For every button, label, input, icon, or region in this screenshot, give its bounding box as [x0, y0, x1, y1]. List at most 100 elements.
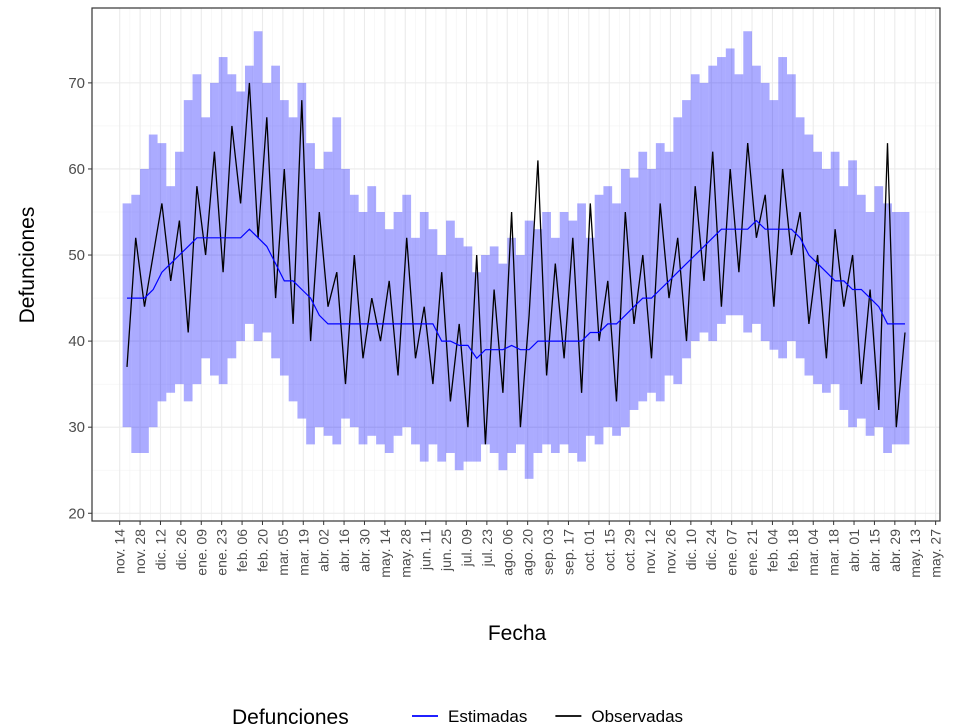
ribbon-segment: [175, 151, 184, 385]
ribbon-segment: [122, 203, 132, 428]
series-line: [126, 82, 906, 445]
ribbon-segment: [498, 263, 508, 471]
ribbon-segment: [428, 229, 438, 445]
x-tick-label: nov. 26: [662, 529, 678, 574]
ribbon-segment: [349, 194, 359, 428]
ribbon-segment: [743, 31, 753, 333]
y-tick-label: 20: [68, 505, 85, 522]
ribbon-segment: [612, 203, 621, 436]
ribbon-segment: [244, 65, 254, 324]
x-tick-label: ene. 07: [724, 529, 740, 576]
ribbon-segment: [542, 211, 551, 445]
legend-label: Observadas: [591, 707, 683, 726]
ribbon-segment: [839, 186, 849, 410]
ribbon-segment: [384, 229, 394, 454]
ribbon-segment: [297, 82, 307, 419]
x-tick-label: feb. 18: [785, 529, 801, 572]
x-axis-title: Fecha: [488, 622, 547, 645]
x-tick-label: dic. 26: [173, 529, 189, 570]
ribbon-segment: [734, 74, 744, 316]
x-tick-label: jun. 11: [418, 529, 434, 571]
x-tick-label: mar. 05: [275, 529, 291, 576]
x-tick-label: ago. 06: [499, 529, 515, 576]
ribbon-segment: [341, 168, 350, 419]
ribbon-segment: [594, 194, 604, 445]
x-tick-label: oct. 15: [601, 529, 617, 571]
ribbon-segment: [472, 272, 482, 462]
ribbon-segment: [778, 57, 788, 359]
ribbon-segment: [306, 143, 315, 445]
x-tick-label: ago. 20: [520, 529, 536, 576]
ribbon-segment: [437, 255, 447, 462]
ribbon-segment: [550, 237, 560, 454]
ribbon-segment: [402, 194, 412, 428]
ribbon-segment: [787, 74, 796, 342]
x-tick-label: mar. 19: [295, 529, 311, 576]
ribbon-segment: [192, 74, 202, 385]
x-tick-label: abr. 01: [846, 529, 862, 572]
ribbon-segment: [140, 168, 149, 454]
ribbon-segment: [647, 168, 656, 393]
ribbon-segment: [699, 82, 709, 333]
y-axis-title: Defunciones: [16, 207, 39, 324]
ribbon-segment: [848, 160, 857, 428]
x-tick-label: abr. 30: [356, 529, 372, 572]
ribbon-segment: [314, 168, 324, 428]
x-tick-label: mar. 18: [826, 529, 842, 576]
plot-background: [92, 8, 940, 521]
ribbon-segment: [673, 117, 683, 385]
x-tick-label: may. 13: [907, 529, 923, 578]
x-tick-label: abr. 02: [316, 529, 332, 572]
x-tick-label: jul. 09: [458, 529, 474, 568]
ribbon-segment: [419, 211, 429, 462]
ribbon-segment: [210, 82, 219, 376]
x-tick-label: nov. 14: [112, 529, 128, 574]
x-tick-label: ene. 09: [193, 529, 209, 576]
ribbon-segment: [638, 151, 648, 402]
ribbon-segment: [376, 211, 385, 445]
ribbon-segment: [883, 203, 892, 454]
ribbon-segment: [856, 194, 866, 419]
ribbon-segment: [760, 82, 770, 342]
ribbon-segment: [577, 203, 586, 462]
ribbon-segment: [446, 220, 455, 454]
x-tick-label: nov. 12: [642, 529, 658, 574]
ribbon-segment: [821, 168, 831, 393]
y-tick-label: 70: [68, 75, 85, 92]
ribbon-segment: [655, 143, 665, 402]
ribbon-segment: [463, 246, 473, 462]
ribbon-segment: [690, 74, 700, 342]
ribbon-segment: [227, 74, 237, 359]
ribbon-segment: [411, 237, 420, 445]
x-tick-label: feb. 20: [254, 529, 270, 572]
ribbon-segment: [664, 151, 674, 376]
x-tick-label: feb. 04: [764, 529, 780, 572]
ribbon-segment: [559, 211, 569, 445]
x-tick-label: dic. 12: [152, 529, 168, 570]
ribbon-segment: [752, 65, 761, 324]
x-tick-label: may. 28: [397, 529, 413, 578]
ribbon-segment: [332, 117, 342, 445]
y-tick-label: 60: [68, 161, 85, 178]
ribbon-segment: [131, 194, 141, 454]
ribbon-segment: [865, 211, 875, 436]
ribbon-segment: [183, 100, 193, 402]
plot-border: [91, 7, 941, 522]
x-tick-label: nov. 28: [132, 529, 148, 574]
ribbon-segment: [323, 151, 333, 436]
ribbon-segment: [166, 186, 176, 393]
legend-label: Estimadas: [448, 707, 527, 726]
x-tick-label: jun. 25: [438, 529, 454, 572]
ribbon-segment: [148, 134, 158, 428]
ribbon-segment: [279, 100, 289, 376]
ribbon-segment: [585, 237, 595, 436]
ribbon-segment: [603, 186, 613, 428]
x-tick-label: ene. 21: [744, 529, 760, 576]
ribbon-segment: [708, 65, 718, 342]
ribbon-segment: [629, 177, 639, 410]
x-tick-label: sep. 03: [540, 529, 556, 575]
x-tick-label: may. 14: [377, 529, 393, 578]
ribbon-segment: [813, 151, 822, 385]
x-tick-label: feb. 06: [234, 529, 250, 572]
